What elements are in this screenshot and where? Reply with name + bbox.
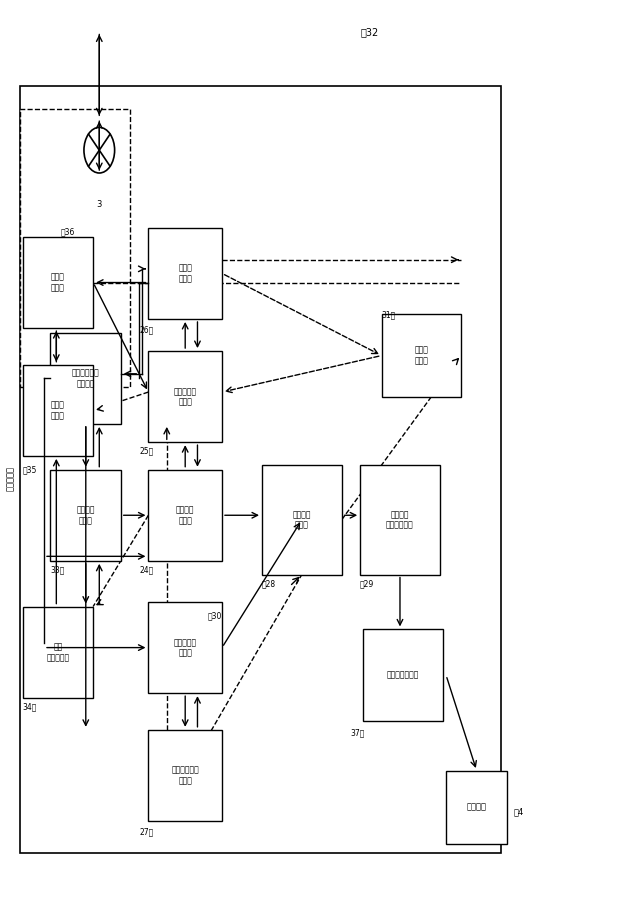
FancyBboxPatch shape [149, 602, 222, 694]
Text: 37～: 37～ [351, 728, 365, 737]
FancyBboxPatch shape [50, 332, 121, 424]
FancyBboxPatch shape [22, 365, 93, 456]
Text: 21～: 21～ [50, 428, 64, 437]
Text: ～32: ～32 [360, 27, 378, 37]
Text: 31～: 31～ [381, 309, 396, 319]
Text: プリント制御部: プリント制御部 [387, 670, 419, 680]
Text: サーバ
制御部: サーバ 制御部 [414, 346, 429, 366]
FancyBboxPatch shape [19, 87, 501, 853]
FancyBboxPatch shape [360, 465, 440, 575]
FancyBboxPatch shape [262, 465, 341, 575]
Text: ～30: ～30 [208, 612, 222, 620]
Text: シーン
判定部: シーン 判定部 [51, 401, 65, 420]
Text: ～28: ～28 [262, 579, 276, 589]
Text: 画像サーバ: 画像サーバ [6, 466, 15, 491]
Text: 26～: 26～ [139, 325, 154, 334]
Text: アクセスキー
発行部: アクセスキー 発行部 [171, 765, 199, 785]
FancyBboxPatch shape [149, 729, 222, 821]
Text: 管理画像
生成部: 管理画像 生成部 [292, 510, 311, 530]
FancyBboxPatch shape [363, 629, 443, 720]
Text: ～4: ～4 [514, 808, 524, 816]
FancyBboxPatch shape [22, 607, 93, 698]
FancyBboxPatch shape [149, 227, 222, 319]
Text: 27～: 27～ [139, 827, 154, 836]
FancyBboxPatch shape [22, 237, 93, 328]
FancyBboxPatch shape [446, 771, 508, 844]
Text: 34～: 34～ [22, 703, 37, 711]
Text: 管理画像
トリミング部: 管理画像 トリミング部 [386, 510, 414, 530]
FancyBboxPatch shape [149, 351, 222, 442]
FancyBboxPatch shape [19, 109, 130, 388]
Text: 静止画像
編集部: 静止画像 編集部 [176, 506, 195, 525]
FancyBboxPatch shape [149, 470, 222, 561]
Text: 25～: 25～ [139, 447, 154, 456]
Text: 画像
詳細情報部: 画像 詳細情報部 [46, 643, 70, 662]
Text: データ
格納部: データ 格納部 [179, 263, 192, 283]
Text: シーン
登録部: シーン 登録部 [51, 273, 65, 292]
FancyBboxPatch shape [381, 314, 462, 397]
FancyBboxPatch shape [50, 470, 121, 561]
Text: 静止画像
抽出部: 静止画像 抽出部 [77, 506, 95, 525]
Text: 管理マーカ
登録部: 管理マーカ 登録部 [174, 387, 197, 406]
Text: ～29: ～29 [360, 579, 374, 589]
Text: ～36: ～36 [60, 227, 75, 237]
Text: 24～: 24～ [139, 565, 154, 575]
Text: 33～: 33～ [50, 565, 65, 575]
Text: ～35: ～35 [22, 465, 37, 474]
Text: プリンタ: プリンタ [466, 803, 486, 811]
Text: サーバデータ
送受信部: サーバデータ 送受信部 [72, 368, 100, 388]
Text: 3: 3 [96, 201, 102, 209]
Text: 画像データ
検索部: 画像データ 検索部 [174, 638, 197, 658]
